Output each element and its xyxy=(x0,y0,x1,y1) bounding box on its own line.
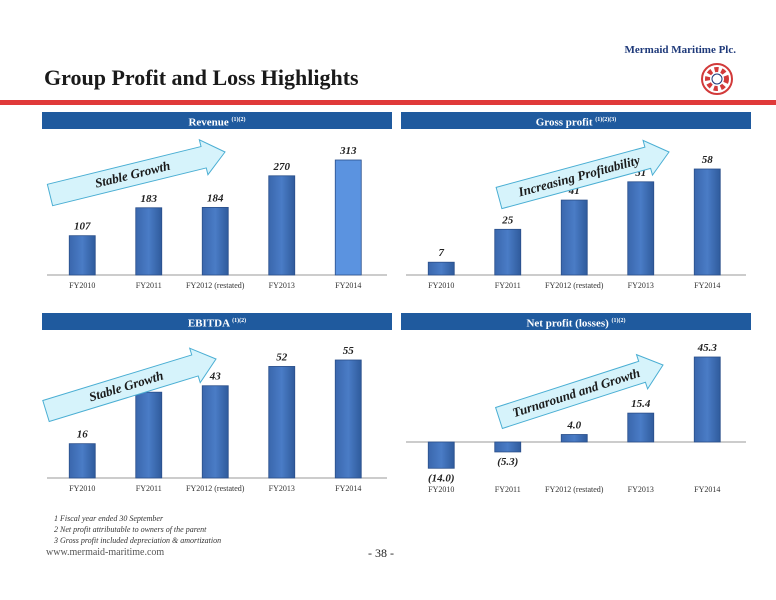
page-title: Group Profit and Loss Highlights xyxy=(44,65,359,90)
footnotes: 1 Fiscal year ended 30 September 2 Net p… xyxy=(54,513,221,546)
data-label: (14.0) xyxy=(428,472,455,484)
data-label: 45.3 xyxy=(697,342,718,354)
tick-label: FY2012 (restated) xyxy=(186,484,245,493)
tick-label: FY2013 xyxy=(269,281,295,290)
chart-title-sup: (1)(2) xyxy=(611,318,626,324)
tick-label: FY2014 xyxy=(694,281,720,290)
chart-title: Gross profit (1)(2)(3) xyxy=(401,112,751,129)
tick-label: FY2011 xyxy=(136,484,162,493)
arrow-shape xyxy=(494,353,664,430)
bar xyxy=(268,366,296,479)
bar xyxy=(627,412,655,443)
chart-panel-gross-profit: Gross profit (1)(2)(3) 7 FY2010 25 FY2011 41… xyxy=(401,112,751,292)
bar xyxy=(201,206,229,276)
data-label: (5.3) xyxy=(497,456,518,468)
chart-panel-net-profit: Net profit (losses) (1)(2) (14.0) FY2010(… xyxy=(401,313,751,495)
chart-net-profit: (14.0)FY2010 (5.3) FY2011 4.0 FY2012 (restat… xyxy=(406,342,746,494)
growth-arrow: Stable Growth xyxy=(42,347,217,423)
bar xyxy=(427,441,455,469)
bar xyxy=(427,261,455,276)
bar xyxy=(693,168,721,276)
bar xyxy=(334,359,362,479)
bar xyxy=(68,443,96,479)
chart-title-text: Revenue xyxy=(188,116,229,129)
bar xyxy=(268,175,296,276)
data-label: 7 xyxy=(439,247,445,259)
tick-label: FY2014 xyxy=(335,281,361,290)
data-label: 270 xyxy=(273,161,291,173)
tick-label: FY2012 (restated) xyxy=(186,281,245,290)
page-number: - 38 - xyxy=(368,546,394,560)
data-label: 43 xyxy=(209,371,222,383)
website-link[interactable]: www.mermaid-maritime.com xyxy=(46,547,165,558)
chart-title-sup: (1)(2) xyxy=(231,117,246,123)
tick-label: FY2012 (restated) xyxy=(545,281,604,290)
chart-title: EBITDA (1)(2) xyxy=(42,313,392,330)
chart-panel-revenue: Revenue (1)(2) 107 FY2010 183 FY2011 184 FY20… xyxy=(42,112,392,292)
chart-title: Net profit (losses) (1)(2) xyxy=(401,313,751,330)
chart-title-text: Gross profit xyxy=(535,116,593,129)
tick-label: FY2013 xyxy=(628,281,654,290)
tick-label: FY2011 xyxy=(495,281,521,290)
footnote: 1 Fiscal year ended 30 September xyxy=(54,514,164,523)
title-divider xyxy=(0,100,776,105)
chart-panel-ebitda: EBITDA (1)(2) 16FY201040FY201143FY2012 (… xyxy=(42,313,392,495)
chart-title-sup: (1)(2) xyxy=(232,318,247,324)
data-label: 16 xyxy=(77,429,89,441)
bar xyxy=(627,181,655,276)
tick-label: FY2013 xyxy=(269,484,295,493)
data-label: 58 xyxy=(702,154,714,166)
bar xyxy=(693,356,721,443)
logo-center xyxy=(711,73,723,85)
tick-label: FY2013 xyxy=(628,485,654,494)
chart-title: Revenue (1)(2) xyxy=(42,112,392,129)
chart-ebitda: 16FY201040FY201143FY2012 (restated)52FY2… xyxy=(42,345,387,493)
tick-label: FY2011 xyxy=(136,281,162,290)
bar xyxy=(135,207,163,276)
chart-revenue: 107 FY2010 183 FY2011 184 FY2012 (restated) 27… xyxy=(46,138,387,290)
company-logo xyxy=(701,63,733,95)
tick-label: FY2010 xyxy=(69,281,95,290)
tick-label: FY2011 xyxy=(495,485,521,494)
data-label: 15.4 xyxy=(631,398,651,410)
bar xyxy=(135,391,163,479)
data-label: 184 xyxy=(207,192,224,204)
bar xyxy=(560,434,588,443)
data-label: 313 xyxy=(339,145,357,157)
arrow-shape xyxy=(42,347,217,423)
bar xyxy=(494,228,522,276)
chart-title-sup: (1)(2)(3) xyxy=(595,117,617,123)
footnote: 3 Gross profit included depreciation & a… xyxy=(54,536,222,545)
company-name: Mermaid Maritime Plc. xyxy=(624,44,736,56)
chart-title-text: EBITDA xyxy=(187,317,230,330)
data-label: 52 xyxy=(276,351,288,363)
bar xyxy=(560,199,588,276)
tick-label: FY2010 xyxy=(69,484,95,493)
tick-label: FY2010 xyxy=(428,281,454,290)
data-label: 183 xyxy=(141,193,158,205)
bar xyxy=(201,385,229,479)
chart-title-text: Net profit (losses) xyxy=(526,317,609,330)
data-label: 107 xyxy=(74,221,91,233)
tick-label: FY2010 xyxy=(428,485,454,494)
arrow-shape xyxy=(495,139,670,210)
growth-arrow: Stable Growth xyxy=(46,138,226,207)
logo-ring-inner xyxy=(705,67,729,91)
tick-label: FY2014 xyxy=(335,484,361,493)
arrow-label: Turnaround and Growth xyxy=(510,365,641,420)
bar xyxy=(68,235,96,276)
bar xyxy=(494,441,522,453)
arrow-shape xyxy=(46,138,226,207)
tick-label: FY2014 xyxy=(694,485,720,494)
tick-label: FY2012 (restated) xyxy=(545,485,604,494)
data-label: 4.0 xyxy=(566,419,581,431)
data-label: 55 xyxy=(343,345,355,357)
footnote: 2 Net profit attributable to owners of t… xyxy=(54,525,207,534)
data-label: 51 xyxy=(635,167,646,179)
bar xyxy=(334,159,362,276)
data-label: 25 xyxy=(501,214,514,226)
